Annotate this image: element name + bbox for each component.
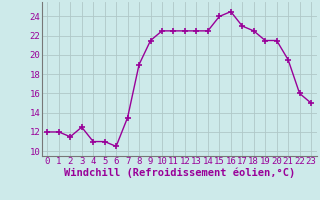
X-axis label: Windchill (Refroidissement éolien,°C): Windchill (Refroidissement éolien,°C): [64, 168, 295, 178]
